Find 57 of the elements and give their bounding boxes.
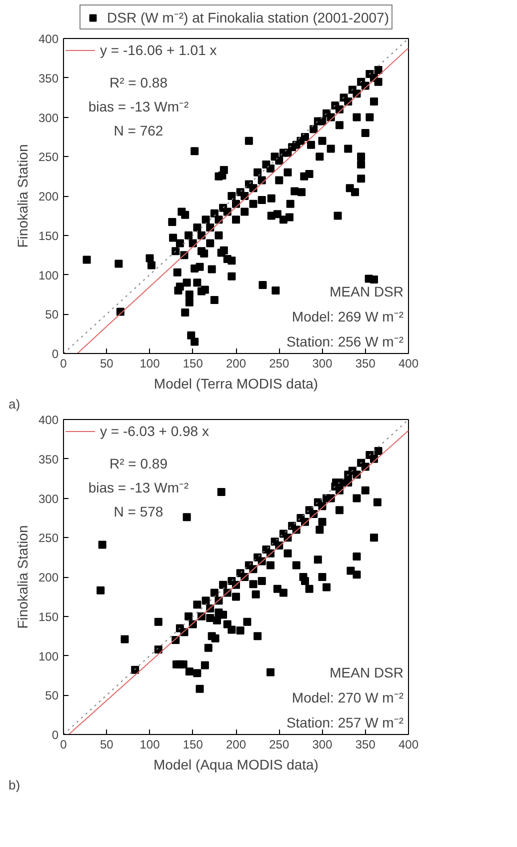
x-tick-label: 200 <box>226 738 246 752</box>
y-tick-label: 0 <box>52 728 59 742</box>
y-tick-label: 100 <box>38 649 59 664</box>
legend-label: DSR (W m⁻²) at Finokalia station (2001-2007) <box>107 8 389 26</box>
annotation: R² = 0.88 <box>110 74 168 90</box>
x-axis-title: Model (Terra MODIS data) <box>154 376 318 392</box>
x-tick-label: 0 <box>60 356 68 370</box>
y-axis-title: Finokalia Station <box>14 525 30 629</box>
y-tick-label: 200 <box>38 570 59 584</box>
annotation: MEAN DSR <box>330 284 404 300</box>
x-axis-title: Model (Aqua MODIS data) <box>154 756 318 772</box>
x-tick-label: 100 <box>140 738 160 752</box>
x-tick-label: 250 <box>269 738 290 752</box>
text: b) <box>8 778 20 792</box>
y-tick-label: 400 <box>38 32 59 46</box>
x-tick-label: 0 <box>60 738 68 752</box>
annotation: MEAN DSR <box>330 664 404 680</box>
annotation: Station: 257 W m⁻² <box>286 714 404 730</box>
y-tick-label: 50 <box>45 688 59 703</box>
y-tick-label: 0 <box>52 347 59 361</box>
y-tick-label: 300 <box>38 492 59 506</box>
annotation: bias = -13 Wm⁻² <box>88 480 189 496</box>
annotation: R² = 0.89 <box>110 456 168 472</box>
x-tick-label: 150 <box>182 738 204 752</box>
annotation: N = 762 <box>114 122 164 138</box>
annotation: Station: 256 W m⁻² <box>286 334 404 350</box>
y-tick-label: 350 <box>38 452 59 466</box>
annotation: bias = -13 Wm⁻² <box>88 98 189 114</box>
y-tick-label: 150 <box>38 228 59 243</box>
y-tick-label: 50 <box>45 308 59 322</box>
y-tick-label: 250 <box>38 531 59 546</box>
annotation: N = 578 <box>114 504 164 520</box>
y-tick-label: 350 <box>38 71 59 86</box>
x-tick-label: 400 <box>398 356 419 370</box>
y-axis-title: Finokalia Station <box>14 144 30 248</box>
x-tick-label: 350 <box>355 738 376 752</box>
y-tick-label: 300 <box>38 110 59 125</box>
x-tick-label: 350 <box>355 356 376 370</box>
y-tick-label: 100 <box>38 268 59 282</box>
annotation: Model: 269 W m⁻² <box>292 308 404 324</box>
x-tick-label: 300 <box>312 356 333 370</box>
y-tick-label: 400 <box>38 413 59 427</box>
text: a) <box>8 396 20 412</box>
legend-label: y = -6.03 + 0.98 x <box>100 423 209 439</box>
y-tick-label: 250 <box>38 150 59 164</box>
x-tick-label: 200 <box>226 356 246 370</box>
annotation: Model: 270 W m⁻² <box>292 690 404 706</box>
x-tick-label: 50 <box>100 738 114 752</box>
x-tick-label: 50 <box>100 356 114 370</box>
x-tick-label: 250 <box>269 356 290 370</box>
x-tick-label: 150 <box>182 356 204 370</box>
x-tick-label: 100 <box>140 356 160 370</box>
x-tick-label: 400 <box>398 738 419 752</box>
legend-label: y = -16.06 + 1.01 x <box>100 42 217 58</box>
y-tick-label: 200 <box>38 190 59 204</box>
y-tick-label: 150 <box>38 610 59 624</box>
x-tick-label: 300 <box>312 738 333 752</box>
